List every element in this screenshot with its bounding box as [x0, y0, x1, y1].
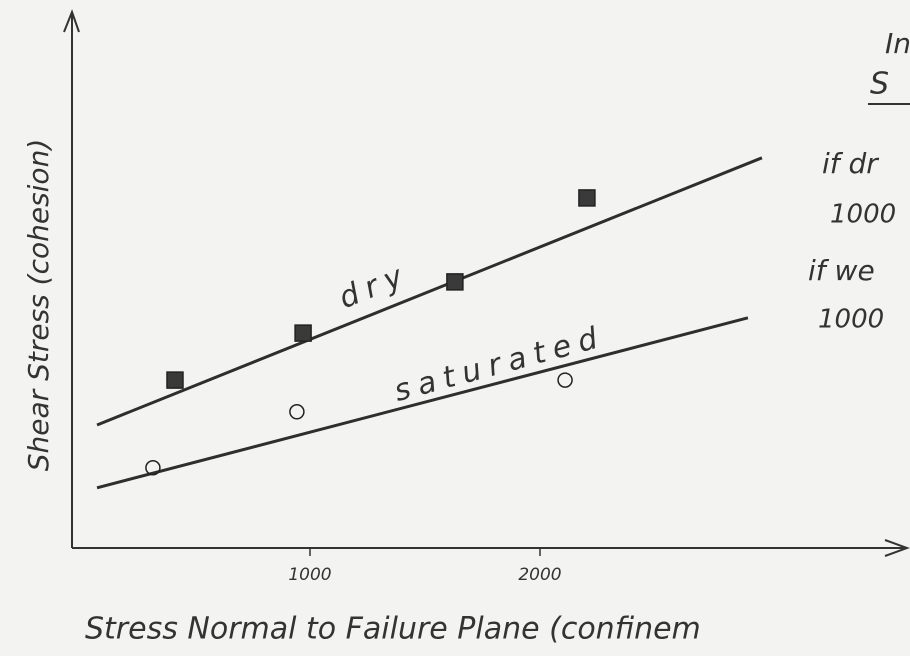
dry-point: [579, 190, 595, 206]
note-text: In: [885, 27, 910, 60]
x-axis-title: Stress Normal to Failure Plane (confinem: [85, 612, 701, 647]
x-tick-label: 1000: [288, 565, 331, 585]
note-text: if dr: [822, 147, 879, 180]
dry-point: [295, 325, 311, 341]
note-text: 1000: [830, 200, 896, 230]
x-tick-label: 2000: [518, 565, 561, 585]
note-text: 1000: [818, 305, 884, 335]
dry-point: [447, 274, 463, 290]
page: Stress Normal to Failure Plane (confinem…: [0, 0, 910, 656]
chart: Stress Normal to Failure Plane (confinem…: [0, 0, 910, 656]
y-axis-title: Shear Stress (cohesion): [22, 139, 55, 471]
note-text: S: [870, 67, 889, 102]
note-text: if we: [808, 254, 875, 287]
background: [0, 0, 910, 656]
dry-point: [167, 372, 183, 388]
